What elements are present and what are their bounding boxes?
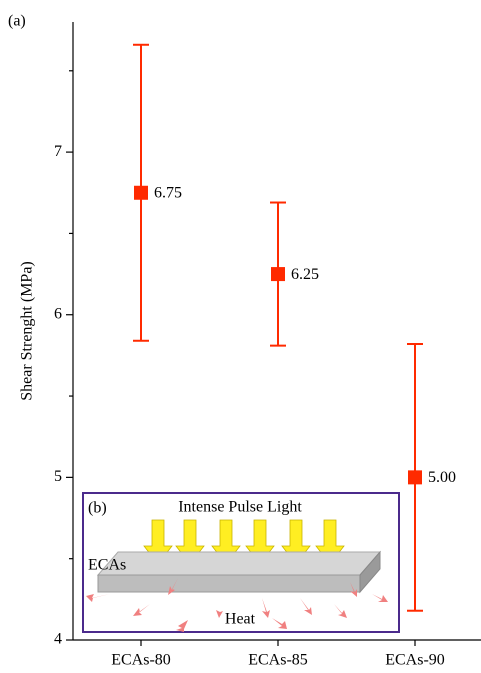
chart: (a) Shear Strenght (MPa) (b) Intense Pul… <box>0 0 481 673</box>
value-label: 5.00 <box>428 469 456 486</box>
y-axis-title: Shear Strenght (MPa) <box>19 261 36 401</box>
heat-label: Heat <box>225 611 256 628</box>
y-tick-label: 5 <box>54 468 62 485</box>
value-label: 6.75 <box>154 184 182 201</box>
y-tick-label: 7 <box>54 143 62 160</box>
marker <box>134 186 148 200</box>
y-tick-label: 4 <box>54 631 62 648</box>
panel-label: (a) <box>8 13 26 30</box>
material-label: ECAs <box>88 557 126 574</box>
x-tick-label: ECAs-90 <box>385 652 445 669</box>
marker <box>271 267 285 281</box>
x-tick-label: ECAs-85 <box>248 652 308 669</box>
marker <box>408 470 422 484</box>
x-tick-label: ECAs-80 <box>111 652 171 669</box>
y-tick-label: 6 <box>54 305 62 322</box>
light-label: Intense Pulse Light <box>178 499 302 516</box>
inset-panel-label: (b) <box>88 500 107 517</box>
slab <box>98 552 380 592</box>
inset: (b) Intense Pulse Light ECAs <box>83 493 399 632</box>
value-label: 6.25 <box>291 266 319 283</box>
